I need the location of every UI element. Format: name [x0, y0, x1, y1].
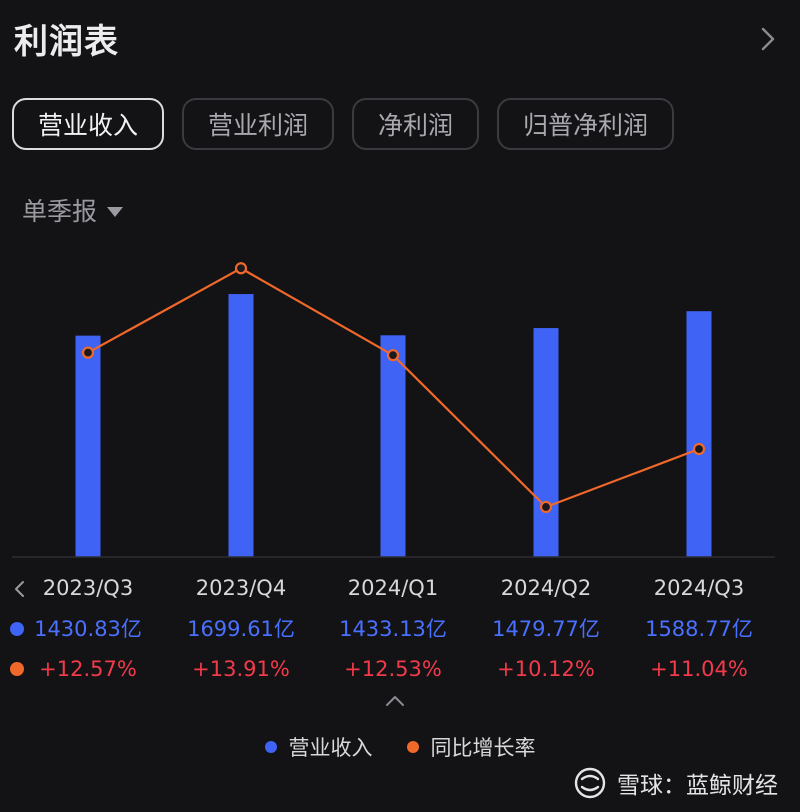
period-dropdown[interactable]: 单季报: [22, 192, 124, 228]
tick-label: 2024/Q2: [500, 576, 592, 600]
revenue-values-row: 1430.83亿 1699.61亿 1433.13亿 1479.77亿 1588…: [0, 611, 800, 647]
legend-item-revenue[interactable]: 营业收入: [264, 732, 373, 762]
tab-revenue[interactable]: 营业收入: [12, 98, 165, 150]
chart-legend: 营业收入 同比增长率: [0, 732, 800, 762]
tick-label: 2024/Q3: [653, 576, 745, 600]
revenue-value: 1699.61亿: [187, 617, 295, 641]
tick-label: 2023/Q3: [42, 576, 134, 600]
legend-item-growth[interactable]: 同比增长率: [406, 732, 536, 762]
legend-label: 营业收入: [288, 736, 373, 760]
tick-label: 2023/Q4: [195, 576, 287, 600]
growth-dot-icon: [10, 662, 24, 676]
revenue-bar[interactable]: [533, 328, 559, 557]
revenue-value: 1430.83亿: [34, 617, 142, 641]
caret-down-icon: [107, 207, 124, 217]
growth-point[interactable]: [539, 500, 553, 514]
growth-point[interactable]: [81, 346, 95, 359]
watermark: 雪球：蓝鲸财经: [573, 766, 778, 800]
growth-value: +10.12%: [497, 657, 595, 681]
growth-value: +12.53%: [344, 657, 442, 681]
snowball-logo-icon: [574, 767, 606, 799]
tab-attributable-net-profit[interactable]: 归普净利润: [497, 98, 675, 150]
revenue-bar[interactable]: [380, 335, 406, 557]
category-row: 2023/Q3 2023/Q4 2024/Q1 2024/Q2 2024/Q3: [0, 570, 800, 606]
tab-operating-profit[interactable]: 营业利润: [182, 98, 335, 150]
tab-net-profit[interactable]: 净利润: [352, 98, 480, 150]
growth-point[interactable]: [386, 349, 400, 362]
page-title: 利润表: [14, 22, 119, 62]
revenue-value: 1588.77亿: [645, 617, 753, 641]
revenue-chart: [12, 262, 775, 558]
period-dropdown-label: 单季报: [22, 197, 98, 226]
legend-revenue-dot-icon: [264, 741, 277, 753]
points-layer: [81, 262, 706, 514]
revenue-value: 1479.77亿: [492, 617, 600, 641]
chevron-right-icon[interactable]: [756, 24, 780, 54]
legend-label: 同比增长率: [430, 736, 536, 760]
growth-values-row: +12.57% +13.91% +12.53% +10.12% +11.04%: [0, 651, 800, 687]
metric-tabs: 营业收入 营业利润 净利润 归普净利润: [12, 98, 675, 152]
header: 利润表: [14, 14, 780, 66]
bars-layer: [75, 294, 712, 557]
growth-point[interactable]: [692, 442, 706, 456]
revenue-bar[interactable]: [228, 294, 254, 557]
chevron-up-icon[interactable]: [384, 694, 406, 708]
revenue-bar[interactable]: [75, 335, 101, 557]
growth-value: +11.04%: [650, 657, 748, 681]
revenue-value: 1433.13亿: [339, 617, 447, 641]
revenue-dot-icon: [10, 622, 24, 636]
tick-label: 2024/Q1: [347, 576, 439, 600]
chevron-left-icon[interactable]: [12, 580, 26, 598]
growth-value: +12.57%: [39, 657, 137, 681]
revenue-bar[interactable]: [686, 311, 712, 557]
growth-point[interactable]: [234, 262, 248, 275]
growth-value: +13.91%: [192, 657, 290, 681]
watermark-text: 雪球：蓝鲸财经: [617, 773, 778, 799]
legend-growth-dot-icon: [406, 741, 419, 753]
